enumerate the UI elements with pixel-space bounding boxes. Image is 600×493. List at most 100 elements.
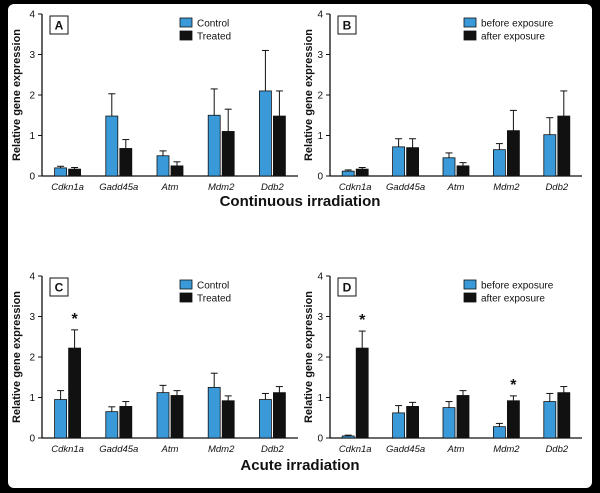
panel-d-xtick-label: Atm (447, 444, 465, 455)
panel-a-bar-cdkn1a-0 (54, 167, 67, 177)
panel-d-legend-swatch-1 (463, 292, 477, 303)
panel-a-bar-cdkn1a-1 (68, 168, 81, 177)
panel-b-ytick-label: 2 (317, 91, 323, 102)
panel-a-bar-atm-0 (156, 155, 170, 177)
panel-a-letter: A (55, 19, 64, 33)
panel-b-bar-ddb2-1 (557, 115, 571, 177)
panel-a-bar-mdm2-1 (221, 131, 235, 177)
panel-d-legend-swatch-0 (463, 279, 477, 290)
panel-a-bar-gadd45a-0 (105, 115, 119, 177)
panel-d-bar-mdm2-0 (492, 426, 506, 439)
panel-d-xtick-label: Cdkn1a (339, 444, 372, 455)
panel-b-bar-atm-0 (442, 157, 456, 177)
panel-a-bar-ddb2-1 (272, 115, 286, 177)
panel-d-letter: D (343, 281, 352, 295)
panel-d-xtick-label: Ddb2 (545, 444, 568, 455)
panel-b-bar-atm-1 (456, 165, 470, 177)
panel-c-bar-cdkn1a-0 (54, 399, 67, 439)
panel-b-bar-cdkn1a-1 (355, 168, 369, 177)
panel-c-letter: C (55, 281, 64, 295)
panel-b-ytick-label: 3 (317, 50, 323, 61)
panel-c-bar-gadd45a-1 (119, 406, 133, 439)
panel-a-ylabel: Relative gene expression (11, 29, 23, 161)
panel-a-ytick-label: 2 (29, 91, 35, 102)
panel-d-bar-cdkn1a-0 (341, 435, 355, 439)
panel-c-ytick-label: 3 (29, 312, 35, 323)
panel-a-bar-ddb2-0 (258, 90, 272, 177)
panel-a-legend-label-1: Treated (197, 32, 231, 43)
panel-b-xtick-label: Atm (447, 182, 465, 193)
panel-b-legend-label-0: before exposure (481, 19, 554, 30)
panel-c-ytick-label: 4 (29, 272, 35, 283)
panel-d-ytick-label: 1 (317, 393, 323, 404)
panel-c-bar-cdkn1a-1 (68, 347, 81, 439)
panel-d-ytick-label: 0 (317, 434, 323, 445)
panel-c-bar-mdm2-1 (221, 400, 235, 439)
panel-a-letter-box (49, 15, 69, 35)
panel-c-legend-label-0: Control (197, 281, 229, 292)
panel-d-ylabel: Relative gene expression (303, 291, 315, 423)
panel-d-significance-mark: * (359, 312, 366, 329)
panel-c-bar-mdm2-0 (207, 386, 221, 439)
panel-c-xtick-label: Cdkn1a (51, 444, 84, 455)
panel-b-bar-cdkn1a-0 (341, 170, 355, 177)
panel-c-xtick-label: Atm (161, 444, 179, 455)
panel-c-bar-gadd45a-0 (105, 411, 119, 439)
panel-b-bar-ddb2-0 (543, 134, 557, 177)
panel-c-bar-ddb2-1 (272, 392, 286, 439)
panel-d-bar-atm-1 (456, 395, 470, 439)
panel-b-letter-box (337, 15, 357, 35)
panel-c-significance-mark: * (71, 311, 78, 328)
panel-a-ytick-label: 4 (29, 10, 35, 21)
panel-a-xtick-label: Cdkn1a (51, 182, 84, 193)
panel-b-bar-mdm2-0 (492, 149, 506, 177)
panel-d-bar-cdkn1a-1 (355, 347, 369, 439)
panel-d-xtick-label: Gadd45a (386, 444, 425, 455)
panel-a-legend-swatch-1 (179, 30, 193, 41)
panel-c-bar-ddb2-0 (258, 399, 272, 439)
panel-b-legend-swatch-0 (463, 17, 477, 28)
panel-a-ytick-label: 3 (29, 50, 35, 61)
panel-c-ylabel: Relative gene expression (11, 291, 23, 423)
panel-d-ytick-label: 2 (317, 353, 323, 364)
panel-c-ytick-label: 2 (29, 353, 35, 364)
panel-b-xtick-label: Gadd45a (386, 182, 425, 193)
panel-b-xtick-label: Cdkn1a (339, 182, 372, 193)
panel-b-ytick-label: 0 (317, 172, 323, 183)
panel-a-ytick-label: 0 (29, 172, 35, 183)
panel-d-bar-ddb2-1 (557, 392, 571, 439)
panel-b-bar-gadd45a-1 (406, 147, 420, 177)
panel-c-ytick-label: 0 (29, 434, 35, 445)
panel-a-xtick-label: Atm (161, 182, 179, 193)
panel-a-xtick-label: Ddb2 (261, 182, 284, 193)
panel-b-letter: B (343, 19, 352, 33)
panel-b-xtick-label: Ddb2 (545, 182, 568, 193)
panel-b-ylabel: Relative gene expression (303, 29, 315, 161)
panel-b-bar-gadd45a-0 (392, 146, 406, 177)
panel-d-bar-atm-0 (442, 407, 456, 439)
panel-a-bar-atm-1 (170, 165, 184, 177)
section-label-continuous: Continuous irradiation (219, 193, 381, 210)
panel-d-bar-mdm2-1 (506, 400, 520, 439)
panel-a-bar-gadd45a-1 (119, 148, 133, 177)
panel-a-legend-swatch-0 (179, 17, 193, 28)
panel-d-ytick-label: 4 (317, 272, 323, 283)
panel-b-legend-swatch-1 (463, 30, 477, 41)
panel-b-ytick-label: 4 (317, 10, 323, 21)
panel-c-legend-label-1: Treated (197, 294, 231, 305)
panel-a-ytick-label: 1 (29, 131, 35, 142)
panel-c-xtick-label: Mdm2 (208, 444, 235, 455)
panel-d-ytick-label: 3 (317, 312, 323, 323)
panel-d-bar-ddb2-0 (543, 401, 557, 439)
panel-a-xtick-label: Mdm2 (208, 182, 235, 193)
panel-b-ytick-label: 1 (317, 131, 323, 142)
panel-b-bar-mdm2-1 (506, 130, 520, 177)
panel-d-letter-box (337, 277, 357, 297)
panel-c-xtick-label: Ddb2 (261, 444, 284, 455)
panel-d-significance-mark: * (510, 377, 517, 394)
panel-c-bar-atm-1 (170, 395, 184, 439)
panel-a-xtick-label: Gadd45a (99, 182, 138, 193)
panel-b-xtick-label: Mdm2 (493, 182, 520, 193)
panel-d-legend-label-1: after exposure (481, 294, 545, 305)
